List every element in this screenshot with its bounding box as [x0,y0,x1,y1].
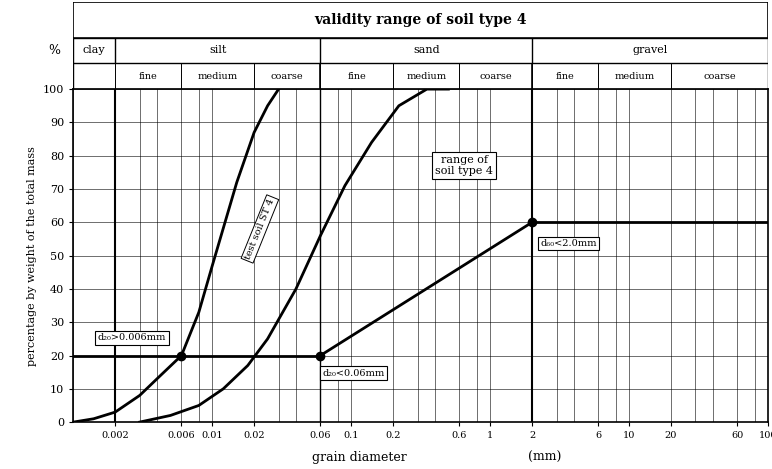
Text: coarse: coarse [479,72,512,81]
Text: medium: medium [198,72,238,81]
Text: d₂₀<0.06mm: d₂₀<0.06mm [323,369,384,378]
Text: fine: fine [347,72,366,81]
Text: test soil ST 4: test soil ST 4 [244,197,276,261]
Text: silt: silt [209,45,226,55]
Text: gravel: gravel [632,45,668,55]
Text: grain diameter: grain diameter [312,451,406,464]
Text: validity range of soil type 4: validity range of soil type 4 [314,13,527,27]
Text: sand: sand [413,45,439,55]
Text: coarse: coarse [271,72,303,81]
Text: medium: medium [406,72,446,81]
Text: fine: fine [139,72,157,81]
Text: %: % [48,44,60,57]
Text: coarse: coarse [703,72,736,81]
Text: clay: clay [83,45,106,55]
Text: d₆₀<2.0mm: d₆₀<2.0mm [540,239,597,248]
Text: medium: medium [615,72,655,81]
Text: (mm): (mm) [527,451,561,464]
Text: d₂₀>0.006mm: d₂₀>0.006mm [98,333,166,342]
Y-axis label: percentage by weight of the total mass: percentage by weight of the total mass [27,146,37,365]
Text: fine: fine [556,72,574,81]
Text: range of
soil type 4: range of soil type 4 [435,155,493,176]
